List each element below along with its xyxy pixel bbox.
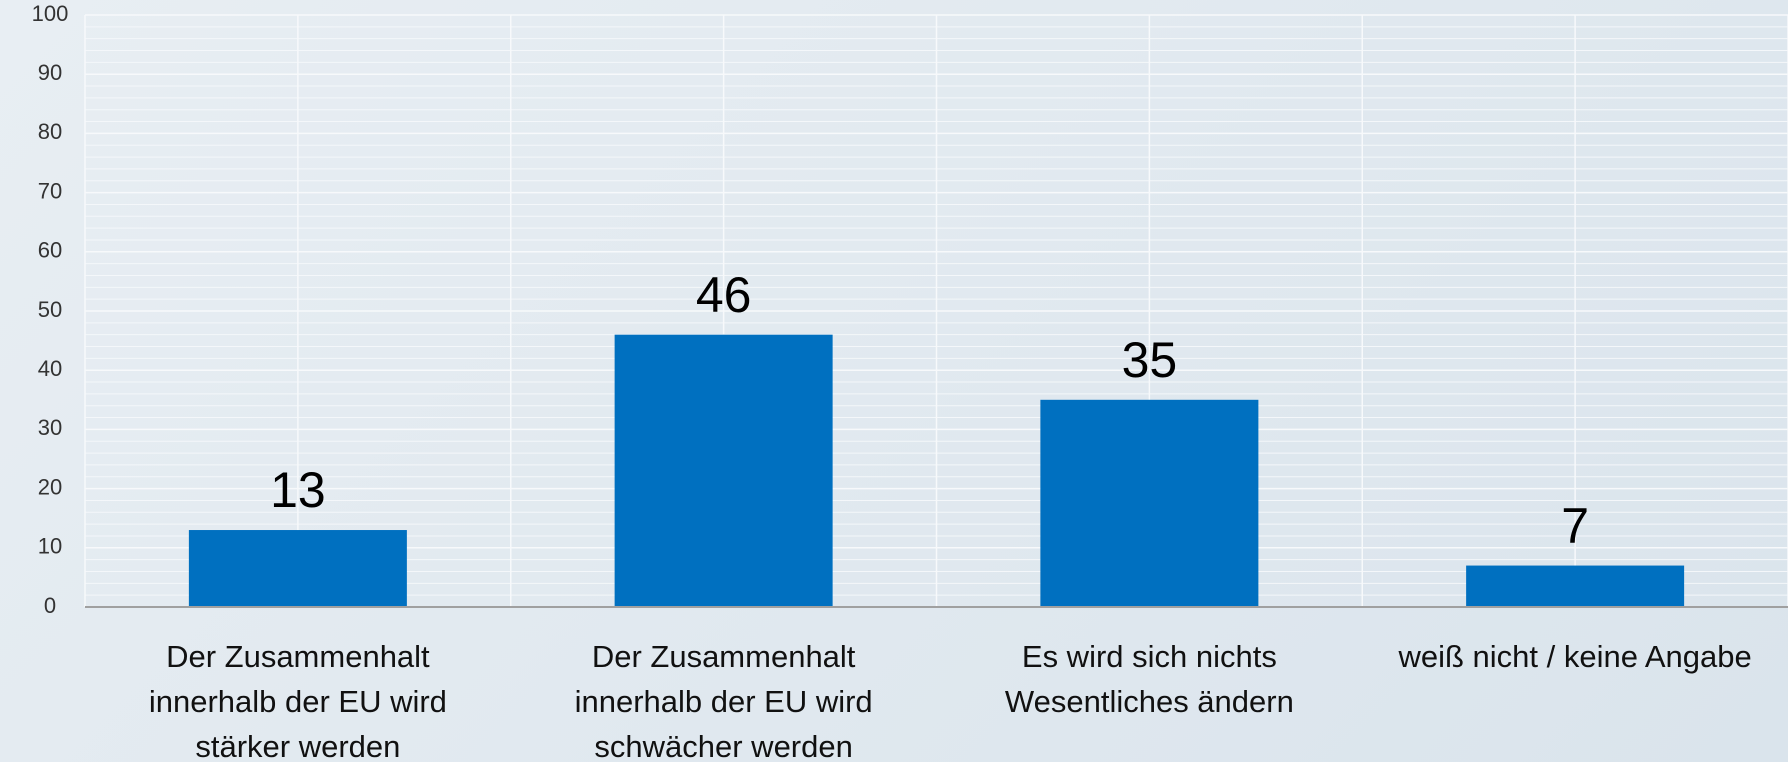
y-tick-label: 90 — [38, 60, 62, 85]
y-tick-label: 100 — [32, 1, 69, 26]
y-tick-label: 0 — [44, 593, 56, 618]
y-tick-label: 60 — [38, 238, 62, 263]
y-tick-label: 50 — [38, 297, 62, 322]
y-tick-label: 10 — [38, 534, 62, 559]
value-label: 35 — [1122, 332, 1178, 388]
x-tick-label: Der Zusammenhalt innerhalb der EU wird s… — [574, 639, 873, 762]
bar — [1466, 565, 1685, 607]
value-label: 7 — [1561, 498, 1589, 554]
bar — [188, 530, 407, 607]
bar — [1040, 399, 1259, 607]
y-tick-label: 40 — [38, 356, 62, 381]
x-tick-label: weiß nicht / keine Angabe — [1398, 639, 1752, 674]
y-tick-label: 20 — [38, 474, 62, 499]
y-tick-label: 80 — [38, 119, 62, 144]
x-tick-label: Der Zusammenhalt innerhalb der EU wird s… — [148, 639, 447, 762]
y-tick-label: 30 — [38, 415, 62, 440]
bar — [614, 334, 833, 607]
value-label: 46 — [696, 267, 752, 323]
x-tick-label: Es wird sich nichts Wesentliches ändern — [1004, 639, 1294, 719]
value-label: 13 — [270, 462, 326, 518]
y-tick-label: 70 — [38, 178, 62, 203]
